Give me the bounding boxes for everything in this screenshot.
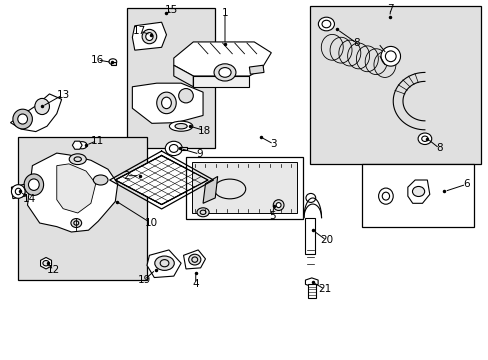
Polygon shape <box>407 180 429 203</box>
Polygon shape <box>41 257 51 269</box>
Text: 17: 17 <box>133 26 146 36</box>
Text: 20: 20 <box>319 235 332 245</box>
Text: 4: 4 <box>192 279 199 289</box>
Text: 15: 15 <box>164 5 178 15</box>
Polygon shape <box>147 250 181 278</box>
Bar <box>307 284 315 298</box>
Polygon shape <box>183 250 205 269</box>
Ellipse shape <box>214 64 236 81</box>
Text: 5: 5 <box>269 211 276 221</box>
Polygon shape <box>305 218 315 253</box>
Polygon shape <box>173 65 193 87</box>
Ellipse shape <box>175 123 187 129</box>
Text: 2: 2 <box>123 171 129 181</box>
Text: 14: 14 <box>22 194 36 204</box>
Text: 8: 8 <box>353 38 359 48</box>
Ellipse shape <box>318 17 334 31</box>
Text: 8: 8 <box>435 143 442 153</box>
Ellipse shape <box>276 203 281 208</box>
Bar <box>191 162 297 213</box>
Text: 7: 7 <box>386 4 393 14</box>
Polygon shape <box>10 94 61 132</box>
Bar <box>18 137 147 280</box>
Ellipse shape <box>11 185 25 198</box>
Ellipse shape <box>178 89 193 103</box>
Polygon shape <box>203 176 217 203</box>
Ellipse shape <box>155 256 174 270</box>
Bar <box>310 6 480 164</box>
Ellipse shape <box>71 219 81 228</box>
Text: 21: 21 <box>318 284 331 294</box>
Text: 11: 11 <box>90 136 103 145</box>
Polygon shape <box>27 153 118 232</box>
Text: 19: 19 <box>138 275 151 285</box>
Polygon shape <box>173 42 271 76</box>
Polygon shape <box>72 141 82 149</box>
Ellipse shape <box>145 33 153 41</box>
Polygon shape <box>57 164 96 213</box>
Ellipse shape <box>380 46 400 66</box>
Ellipse shape <box>28 179 39 190</box>
Bar <box>361 164 473 226</box>
Ellipse shape <box>13 109 32 129</box>
Ellipse shape <box>77 141 87 149</box>
Text: 12: 12 <box>47 265 60 275</box>
Ellipse shape <box>69 154 86 165</box>
Ellipse shape <box>273 200 284 211</box>
Ellipse shape <box>161 97 171 109</box>
Text: 18: 18 <box>198 126 211 135</box>
Ellipse shape <box>412 186 424 197</box>
Polygon shape <box>11 184 25 199</box>
Ellipse shape <box>214 179 245 199</box>
Ellipse shape <box>188 254 201 265</box>
Bar <box>127 8 215 148</box>
Ellipse shape <box>378 188 392 204</box>
Ellipse shape <box>305 193 315 202</box>
Ellipse shape <box>219 68 231 77</box>
Ellipse shape <box>35 98 49 114</box>
Text: 16: 16 <box>90 55 103 65</box>
Text: 10: 10 <box>144 218 157 228</box>
Polygon shape <box>132 83 203 123</box>
Ellipse shape <box>157 92 176 114</box>
Ellipse shape <box>169 121 192 131</box>
Bar <box>181 147 186 150</box>
Polygon shape <box>305 278 318 287</box>
Text: 9: 9 <box>196 149 203 159</box>
Polygon shape <box>132 22 166 50</box>
Polygon shape <box>249 65 264 74</box>
Ellipse shape <box>197 208 209 217</box>
Bar <box>185 157 303 220</box>
Polygon shape <box>193 76 249 87</box>
Text: 1: 1 <box>221 8 228 18</box>
Ellipse shape <box>43 261 49 266</box>
Text: 3: 3 <box>270 139 277 149</box>
Ellipse shape <box>165 141 182 156</box>
Ellipse shape <box>109 59 117 64</box>
Ellipse shape <box>417 133 431 144</box>
Bar <box>111 62 116 65</box>
Text: 6: 6 <box>462 179 468 189</box>
Ellipse shape <box>142 30 157 44</box>
Text: 13: 13 <box>57 90 70 100</box>
Ellipse shape <box>93 175 108 185</box>
Ellipse shape <box>18 114 27 124</box>
Polygon shape <box>115 156 207 204</box>
Ellipse shape <box>24 174 43 195</box>
